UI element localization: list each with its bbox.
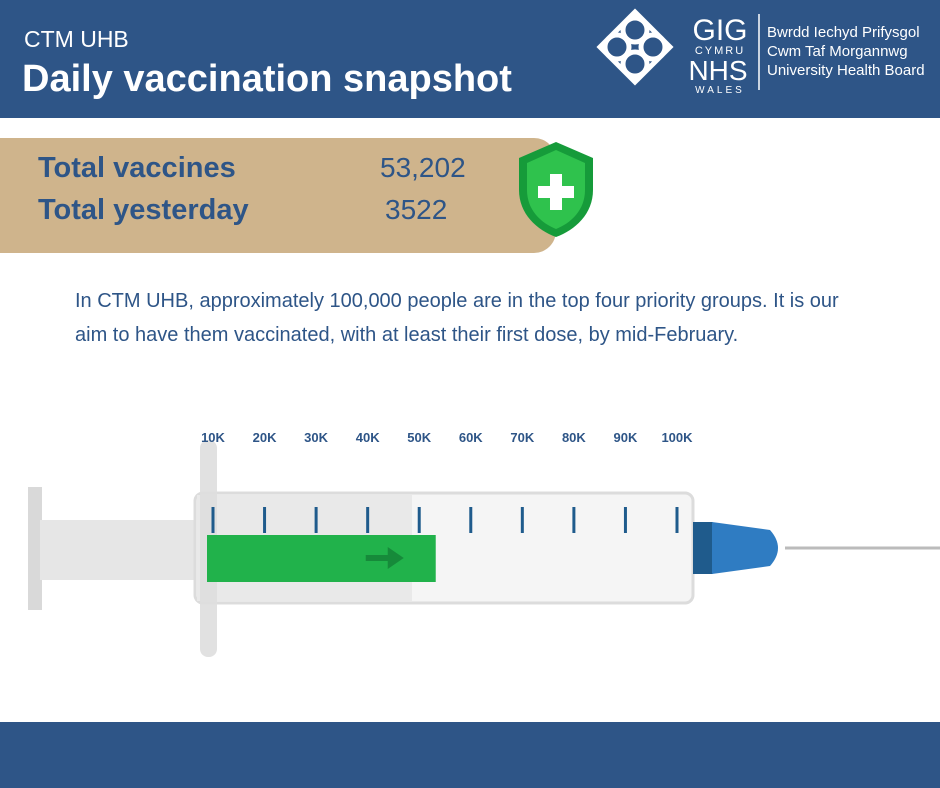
plunger-cap <box>28 487 42 610</box>
header-title: Daily vaccination snapshot <box>22 58 512 100</box>
header-band <box>0 0 940 118</box>
logo-nhs: NHS <box>688 55 747 86</box>
org-line: Cwm Taf Morgannwg <box>767 43 908 60</box>
description: In CTM UHB, approximately 100,000 people… <box>75 290 839 346</box>
logo-knot <box>596 8 674 86</box>
plunger-rod <box>40 520 202 580</box>
stat-label: Total vaccines <box>38 152 236 184</box>
logo: GIG CYMRU NHS WALES Bwrdd Iechyd Prifysg… <box>596 8 925 96</box>
shield-icon <box>519 142 593 237</box>
stat-label: Total yesterday <box>38 194 249 226</box>
tick-label: 10K <box>201 430 225 445</box>
org-line: Bwrdd Iechyd Prifysgol <box>767 24 920 41</box>
tick-label: 80K <box>562 430 586 445</box>
tick-label: 70K <box>510 430 534 445</box>
needle-hub <box>693 522 713 574</box>
progress-arrow <box>365 547 404 569</box>
logo-wales: WALES <box>695 85 745 96</box>
stat-value: 53,202 <box>380 152 466 183</box>
logo-cymru: CYMRU <box>695 45 745 57</box>
footer-band <box>0 722 940 788</box>
tick-label: 50K <box>407 430 431 445</box>
tick-label: 90K <box>614 430 638 445</box>
tick-label: 40K <box>356 430 380 445</box>
tick-label: 20K <box>253 430 277 445</box>
stat-value: 3522 <box>385 194 448 225</box>
org-line: University Health Board <box>767 62 925 79</box>
logo-gig: GIG <box>692 14 747 47</box>
tick-label: 100K <box>661 430 693 445</box>
tick-label: 60K <box>459 430 483 445</box>
stats-band <box>0 138 556 253</box>
tick-label: 30K <box>304 430 328 445</box>
header-subtitle: CTM UHB <box>24 26 129 52</box>
syringe-gauge: 10K 20K 30K 40K 50K 60K 70K 80K 90K 100K <box>28 430 940 657</box>
needle-cone <box>712 522 778 574</box>
